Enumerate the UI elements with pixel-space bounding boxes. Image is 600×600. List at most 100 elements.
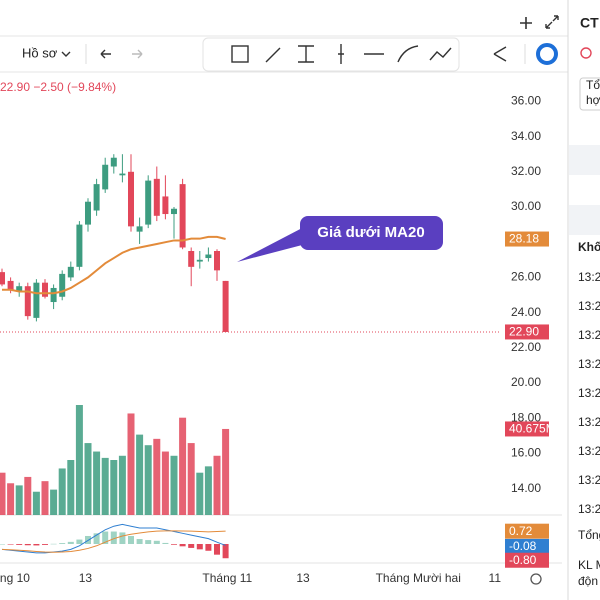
volume-bar (196, 472, 204, 515)
x-tick-label: 13 (79, 571, 93, 585)
settings-icon[interactable] (530, 573, 542, 585)
candle-body (85, 201, 91, 225)
profile-button[interactable]: Hồ sơ (22, 45, 58, 60)
macd-hist (179, 544, 186, 547)
candle-body (205, 254, 212, 259)
combo-text: hợ (586, 93, 600, 107)
candle-body (128, 171, 134, 227)
section-title: Khố (578, 240, 600, 254)
volume-bar (41, 481, 49, 515)
volume-bar (204, 466, 212, 515)
candle-body (76, 224, 83, 267)
candle-body (42, 282, 48, 297)
volume-bar (110, 460, 118, 515)
line-tool[interactable] (265, 47, 281, 63)
macd-hist (214, 544, 220, 555)
time-cell: 13:2 (578, 386, 600, 400)
macd-hist (153, 540, 160, 544)
macd-hist (76, 539, 83, 544)
macd-hist (42, 544, 48, 545)
macd-hist (110, 531, 117, 544)
logo (536, 43, 558, 65)
macd-hist (16, 544, 23, 545)
macd-hist (145, 540, 152, 544)
pattern-tool[interactable] (429, 47, 452, 61)
range-tool[interactable] (298, 45, 314, 63)
candle-body (16, 286, 23, 292)
y-tick-label: 36.00 (511, 94, 541, 108)
combo-box[interactable] (579, 77, 600, 111)
macd-hist (59, 543, 66, 544)
ma20-line (2, 235, 226, 295)
y-tick-label: 32.00 (511, 164, 541, 178)
dropdown-icon[interactable] (61, 51, 71, 57)
macd-hist (24, 544, 31, 546)
last-price-badge (505, 324, 549, 340)
candle-body (67, 266, 74, 278)
volume-label: KL M (578, 558, 600, 572)
undo-icon[interactable] (100, 49, 111, 59)
candle-body (33, 282, 40, 318)
candle-body (171, 208, 177, 215)
vline-tool[interactable] (338, 44, 344, 64)
add-icon[interactable] (520, 17, 532, 29)
macd-hist (205, 544, 212, 551)
candle-body (153, 178, 160, 216)
volume-bar (93, 451, 101, 515)
signal-label: 0.72 (509, 524, 533, 538)
candle-body (222, 280, 229, 332)
time-cell: 13:2 (578, 444, 600, 458)
x-tick-label: Tháng Mười hai (376, 571, 461, 585)
volume-bar (67, 460, 75, 515)
candle-body (179, 184, 186, 248)
candle-body (93, 184, 100, 211)
candle-body (7, 280, 14, 290)
panel-title: CT (580, 15, 599, 31)
drawing-toolbar (202, 37, 460, 72)
volume-bar (144, 445, 152, 515)
last-price-label: 22.90 (509, 325, 539, 339)
time-cell: 13:2 (578, 473, 600, 487)
signal-badge (505, 523, 549, 539)
macd-label: -0.08 (509, 539, 537, 553)
volume-bar (179, 417, 187, 515)
volume-label: độn (578, 574, 598, 588)
brush-tool[interactable] (397, 45, 419, 63)
macd-hist (7, 544, 14, 545)
y-tick-label: 18.00 (511, 410, 541, 424)
macd-line (1, 523, 226, 554)
macd-badge (505, 538, 549, 554)
y-tick-label: 24.00 (511, 305, 541, 319)
combo-text: Tổ (586, 78, 600, 92)
redo-icon[interactable] (132, 49, 143, 59)
macd-hist (222, 544, 229, 559)
callout (300, 216, 443, 250)
volume-bar (32, 491, 40, 515)
macd-hist (50, 543, 57, 545)
rect-tool[interactable] (231, 45, 249, 63)
panel-row (569, 145, 600, 175)
volume-bar (213, 455, 221, 515)
macd-hist (93, 533, 100, 544)
macd-hist (162, 542, 169, 544)
volume-badge (505, 421, 549, 437)
time-cell: 13:2 (578, 299, 600, 313)
time-cell: 13:2 (578, 328, 600, 342)
share-icon[interactable] (493, 46, 507, 62)
x-tick-label: 11 (489, 571, 502, 585)
volume-label: 40.675M (509, 422, 556, 436)
total-label: Tổng (578, 528, 600, 542)
time-cell: 13:2 (578, 270, 600, 284)
hist-label: -0.80 (509, 553, 537, 567)
annotation: Giá dưới MA20 (317, 224, 424, 241)
volume-bar (161, 451, 169, 515)
macd-hist (67, 541, 74, 544)
expand-icon[interactable] (545, 15, 559, 29)
callout-pointer (237, 226, 306, 262)
volume-bar (50, 489, 58, 515)
candle-body (188, 251, 195, 267)
macd-hist (102, 531, 109, 544)
volume-bar (118, 455, 126, 515)
y-tick-label: 26.00 (511, 270, 541, 284)
signal-line (1, 530, 226, 553)
